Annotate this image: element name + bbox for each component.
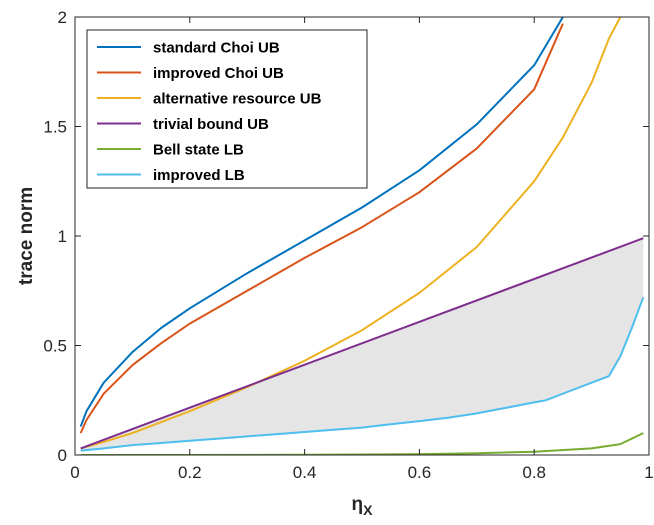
y-tick-label: 2 [58,8,67,27]
y-tick-label: 1.5 [43,118,67,137]
series-line-improved-lb [80,296,645,452]
legend-label-improved-choi-ub: improved Choi UB [153,65,284,82]
y-tick-label: 1 [58,227,67,246]
x-tick-label: 0.6 [408,463,432,482]
y-tick-label: 0.5 [43,337,67,356]
x-tick-label: 1 [644,463,653,482]
legend-label-improved-lb: improved LB [153,167,245,184]
legend-label-alternative-resource-ub: alternative resource UB [153,91,322,108]
x-tick-label: 0.2 [178,463,202,482]
x-axis-label: ηX [352,494,374,518]
tick-layer: 0 0.2 0.4 0.6 0.8 1 0 0.5 1 1.5 2 [43,8,653,482]
x-tick-label: 0 [70,463,79,482]
series-line-trivial-bound-ub [80,237,644,450]
y-axis-label: trace norm [16,187,37,285]
series-line-standard-choi-ub [79,17,564,427]
y-tick-label: 0 [58,446,67,465]
legend: standard Choi UB improved Choi UB alternat… [86,29,368,189]
legend-label-trivial-bound-ub: trivial bound UB [153,116,269,133]
legend-label-standard-choi-ub: standard Choi UB [153,40,280,57]
legend-label-bell-state-lb: Bell state LB [153,142,244,159]
x-tick-label: 0.8 [522,463,546,482]
series-line-improved-choi-ub [79,23,564,434]
x-tick-label: 0.4 [293,463,317,482]
legend-box [86,29,368,189]
x-axis-label-subscript: X [363,502,373,518]
series-line-alternative-resource-ub [80,17,622,450]
